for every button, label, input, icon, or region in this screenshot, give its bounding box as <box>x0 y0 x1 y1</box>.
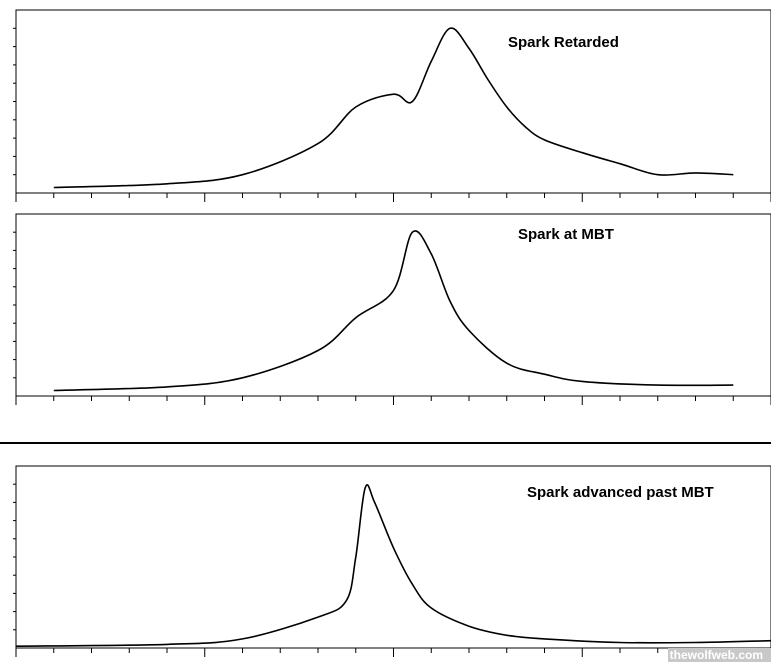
panel-title-spark-advanced: Spark advanced past MBT <box>527 484 714 501</box>
panel-title-spark-retarded: Spark Retarded <box>508 34 619 51</box>
watermark: thewolfweb.com <box>670 648 763 662</box>
series-line-spark-advanced <box>15 484 771 647</box>
chart-panel-spark-advanced: Spark advanced past MBT <box>13 465 771 657</box>
chart-panel-spark-retarded: Spark Retarded <box>13 9 771 202</box>
series-line-spark-at-mbt <box>53 230 734 392</box>
chart-panel-spark-at-mbt: Spark at MBT <box>13 213 771 405</box>
panel-title-spark-at-mbt: Spark at MBT <box>518 226 614 243</box>
watermark-background <box>668 648 771 662</box>
series-line-spark-retarded <box>53 27 734 189</box>
plot-frame <box>15 213 771 397</box>
plot-frame <box>15 9 771 194</box>
